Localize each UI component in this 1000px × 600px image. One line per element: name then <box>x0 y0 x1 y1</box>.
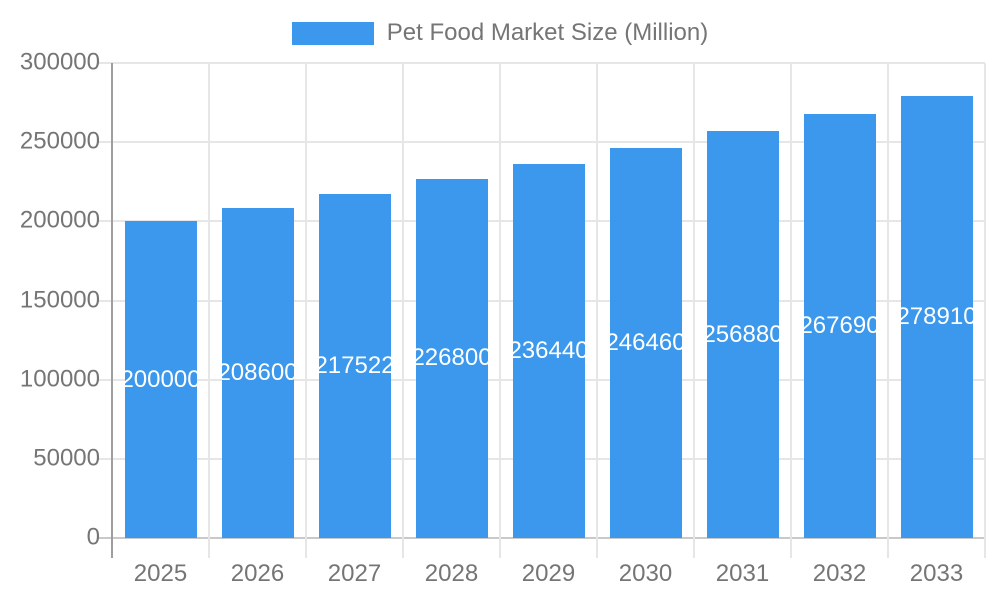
bar-value-label: 200000 <box>124 365 197 393</box>
gridline-vertical <box>499 63 501 558</box>
bar: 246460 <box>609 147 682 538</box>
x-axis-label: 2029 <box>521 560 576 587</box>
bar-value-label: 267690 <box>803 312 876 340</box>
bar-value-label: 256880 <box>706 320 779 348</box>
gridline-horizontal <box>98 141 985 144</box>
gridline-vertical <box>693 63 695 558</box>
gridline-vertical <box>208 63 210 558</box>
bar: 256880 <box>706 131 779 538</box>
bar: 267690 <box>803 114 876 538</box>
bar: 208600 <box>221 207 294 538</box>
y-axis-tick-label: 200000 <box>19 206 100 234</box>
legend[interactable]: Pet Food Market Size (Million) <box>0 10 1000 56</box>
x-axis-label: 2025 <box>133 560 188 587</box>
x-axis-label: 2028 <box>424 560 479 587</box>
legend-label: Pet Food Market Size (Million) <box>386 19 709 46</box>
bar-value-label: 246460 <box>609 328 682 356</box>
y-axis-line <box>111 63 113 558</box>
x-axis-label: 2033 <box>909 560 964 587</box>
gridline-vertical <box>402 63 404 558</box>
bar: 200000 <box>124 221 197 538</box>
y-axis-tick-label: 150000 <box>19 285 100 313</box>
gridline-vertical <box>305 63 307 558</box>
x-axis-baseline <box>98 537 985 539</box>
bar-value-label: 226800 <box>415 344 488 372</box>
x-axis-label: 2027 <box>327 560 382 587</box>
bar: 217522 <box>318 193 391 538</box>
gridline-horizontal <box>98 62 985 64</box>
bar-value-label: 236440 <box>512 336 585 364</box>
gridline-vertical <box>596 63 598 558</box>
y-axis-tick-label: 100000 <box>19 365 100 393</box>
bar: 226800 <box>415 178 488 538</box>
x-axis-label: 2026 <box>230 560 285 587</box>
gridline-vertical <box>984 63 986 558</box>
bar-value-label: 208600 <box>221 358 294 386</box>
x-axis-label: 2030 <box>618 560 673 587</box>
y-axis-tick-label: 50000 <box>33 444 100 472</box>
y-axis-tick-label: 250000 <box>19 127 100 155</box>
bar: 278910 <box>900 96 973 538</box>
x-axis-label: 2032 <box>812 560 867 587</box>
gridline-vertical <box>887 63 889 558</box>
bar: 236440 <box>512 163 585 538</box>
legend-swatch <box>291 21 374 45</box>
y-axis-tick-label: 300000 <box>19 48 100 76</box>
bar-value-label: 217522 <box>318 351 391 379</box>
y-axis-tick-label: 0 <box>86 523 100 551</box>
bar-value-label: 278910 <box>900 303 973 331</box>
gridline-vertical <box>790 63 792 558</box>
x-axis-label: 2031 <box>715 560 770 587</box>
